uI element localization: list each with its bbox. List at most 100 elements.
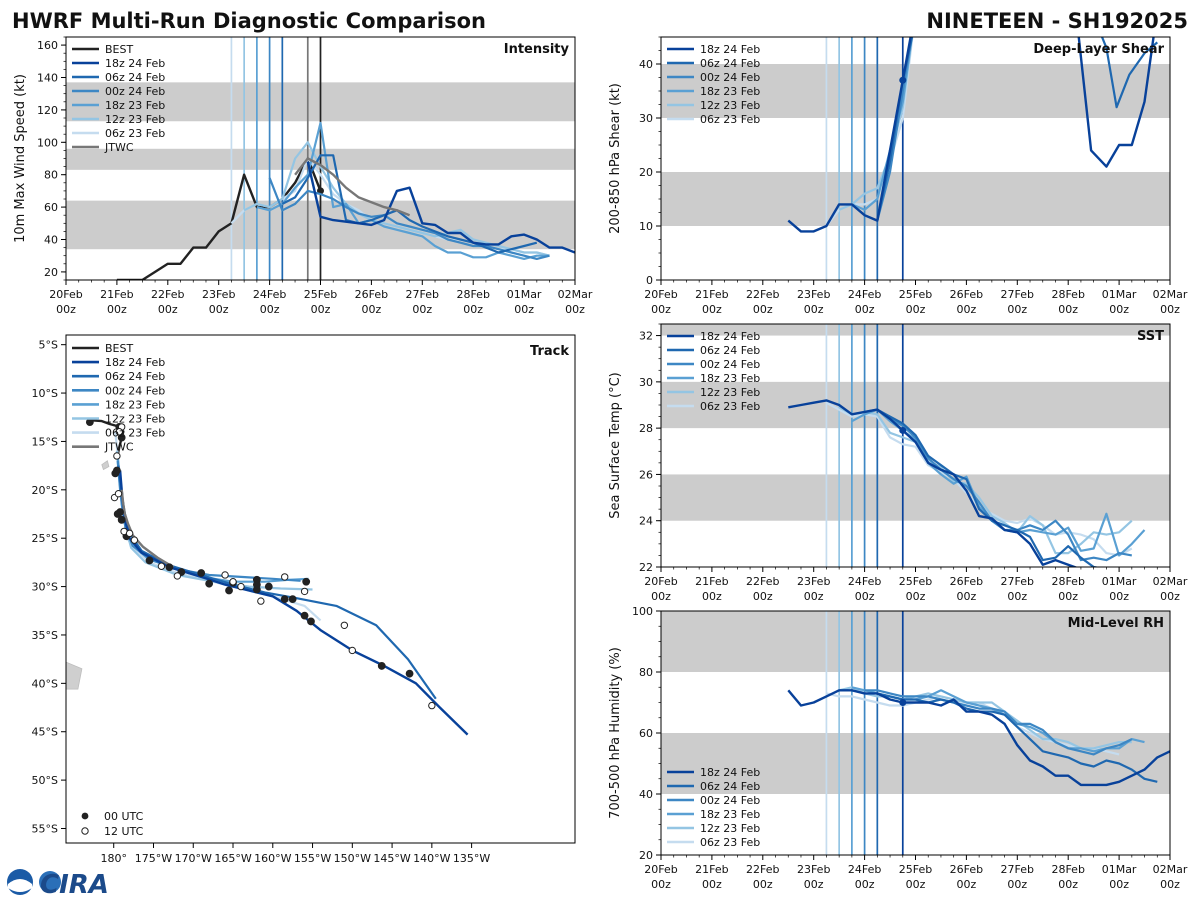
- x-tick-label-date: 02Mar: [1153, 575, 1188, 588]
- track-marker-00utc: [264, 582, 273, 591]
- legend-label-jtwc: JTWC: [104, 141, 134, 154]
- y-tick-label: 20: [639, 166, 653, 179]
- y-tick-label: 15°S: [32, 435, 58, 448]
- series-marker-18z-24-feb: [899, 426, 907, 434]
- legend-label-00z-24-feb: 00z 24 Feb: [105, 384, 165, 397]
- series-line-18z-24-feb: [1077, 37, 1155, 168]
- y-tick-label: 80: [44, 169, 58, 182]
- y-tick-label: 35°S: [32, 629, 58, 642]
- x-tick-label-hour: 00z: [107, 303, 127, 316]
- track-marker-12utc: [173, 572, 182, 580]
- series-marker-18z-24-feb: [899, 76, 907, 84]
- series-line-06z-24-feb: [281, 154, 538, 254]
- x-tick-label-hour: 00z: [209, 303, 229, 316]
- x-tick-label: 135°W: [453, 852, 490, 865]
- x-tick-label-date: 23Feb: [797, 288, 830, 301]
- y-tick-label: 120: [37, 104, 58, 117]
- plot-area: [661, 611, 1170, 855]
- x-tick-label-hour: 00z: [804, 303, 824, 316]
- y-tick-label: 100: [37, 136, 58, 149]
- plot-area: [661, 37, 1170, 280]
- legend-label-18z-24-feb: 18z 24 Feb: [700, 330, 760, 343]
- track-marker-00utc: [307, 617, 315, 626]
- track-panel: 5°S 10°S 15°S 20°S 25°S 30°S 35°S 40°S 45°S 50°S 5…: [32, 334, 576, 865]
- track-marker-00utc: [225, 586, 233, 595]
- legend-label-06z-23-feb: 06z 23 Feb: [700, 836, 760, 849]
- legend-label-06z-24-feb: 06z 24 Feb: [105, 370, 165, 383]
- x-tick-label-hour: 00z: [702, 590, 722, 603]
- x-tick-label-date: 27Feb: [1001, 575, 1034, 588]
- x-tick-label-date: 27Feb: [1001, 288, 1034, 301]
- threshold-band: [661, 172, 1170, 226]
- x-tick-label-hour: 00z: [906, 303, 926, 316]
- legend-label-18z-23-feb: 18z 23 Feb: [700, 372, 760, 385]
- cira-logo-text: CIRA: [40, 870, 109, 900]
- y-tick-label: 30: [639, 376, 653, 389]
- track-line-jtwc: [120, 489, 175, 569]
- x-tick-label-hour: 00z: [855, 303, 875, 316]
- land-shape: [66, 661, 83, 690]
- x-tick-label-date: 21Feb: [695, 575, 728, 588]
- x-tick-label-date: 26Feb: [355, 288, 388, 301]
- series-line-06z-24-feb: [876, 408, 1100, 567]
- x-tick-label-date: 01Mar: [1102, 288, 1137, 301]
- y-tick-label: 22: [639, 561, 653, 574]
- series-line-18z-24-feb: [787, 37, 912, 233]
- x-tick-label-date: 22Feb: [746, 575, 779, 588]
- x-tick-label: 155°W: [294, 852, 331, 865]
- track-marker-00utc: [113, 466, 121, 475]
- track-marker-12utc: [115, 428, 123, 436]
- track-marker-00utc: [117, 515, 126, 524]
- cira-logo: CIRA: [7, 869, 109, 900]
- legend-label-best: BEST: [105, 43, 133, 56]
- legend-label-06z-24-feb: 06z 24 Feb: [700, 780, 760, 793]
- legend-label-18z-23-feb: 18z 23 Feb: [105, 99, 165, 112]
- x-tick-label-date: 26Feb: [950, 575, 983, 588]
- series-line-18z-24-feb: [306, 161, 575, 254]
- legend-label-06z-24-feb: 06z 24 Feb: [105, 71, 165, 84]
- x-tick-label: 180°: [100, 852, 127, 865]
- legend-label-jtwc: JTWC: [104, 441, 134, 454]
- track-marker-12utc: [130, 536, 139, 544]
- track-marker-12utc: [257, 597, 265, 605]
- threshold-band: [661, 611, 1170, 672]
- track-marker-00utc: [252, 585, 261, 594]
- series-line-18z-23-feb: [851, 37, 913, 211]
- x-tick-label-hour: 00z: [1109, 878, 1129, 891]
- legend-label-18z-24-feb: 18z 24 Feb: [105, 356, 165, 369]
- cira-globe-icon: [39, 871, 61, 893]
- storm-name: NINETEEN - SH192025: [926, 9, 1188, 33]
- track-line-06z-23-feb: [114, 431, 322, 622]
- x-tick-label-date: 23Feb: [797, 863, 830, 876]
- x-tick-label-hour: 00z: [651, 303, 671, 316]
- noaa-logo-wave-icon: [8, 879, 32, 892]
- track-marker-12utc: [281, 573, 289, 581]
- legend-label-12utc: 12 UTC: [104, 825, 144, 838]
- y-tick-label: 5°S: [39, 339, 58, 352]
- x-tick-label-hour: 00z: [412, 303, 432, 316]
- x-tick-label-date: 22Feb: [151, 288, 184, 301]
- x-tick-label-hour: 00z: [855, 878, 875, 891]
- legend-marker-12utc: [81, 827, 89, 835]
- x-tick-label-hour: 00z: [804, 590, 824, 603]
- legend-label-18z-24-feb: 18z 24 Feb: [105, 57, 165, 70]
- series-line-18z-24-feb: [787, 689, 1170, 787]
- x-tick-label-date: 01Mar: [1102, 575, 1137, 588]
- track-marker-00utc: [165, 563, 174, 572]
- x-tick-label-hour: 00z: [1160, 303, 1180, 316]
- legend-label-12z-23-feb: 12z 23 Feb: [105, 413, 165, 426]
- track-line-06z-24-feb: [117, 465, 437, 700]
- x-tick-label-date: 26Feb: [950, 863, 983, 876]
- land-shape: [101, 460, 110, 471]
- track-marker-00utc: [197, 569, 206, 577]
- x-tick-label-hour: 00z: [565, 303, 585, 316]
- x-tick-label-date: 20Feb: [644, 575, 677, 588]
- x-tick-label-date: 21Feb: [695, 863, 728, 876]
- x-tick-label: 160°W: [254, 852, 291, 865]
- legend-label-12z-23-feb: 12z 23 Feb: [105, 113, 165, 126]
- x-tick-label-hour: 00z: [1160, 878, 1180, 891]
- panel-title: SST: [1137, 329, 1164, 344]
- x-tick-label-hour: 00z: [753, 303, 773, 316]
- threshold-band: [661, 474, 1170, 521]
- x-tick-label-hour: 00z: [1109, 590, 1129, 603]
